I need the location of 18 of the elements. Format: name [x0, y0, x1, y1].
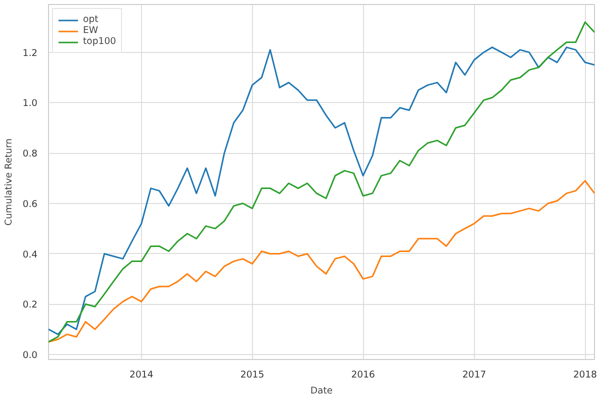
y-tick-label: 0.6	[22, 198, 38, 210]
x-tick-label: 2015	[240, 370, 264, 380]
y-tick-label: 0.2	[22, 300, 38, 311]
y-tick-label: 0.8	[22, 148, 38, 160]
y-tick-label: 0.0	[22, 350, 38, 361]
x-axis-title: Date	[310, 386, 333, 396]
x-tick-label: 2017	[462, 370, 486, 380]
y-axis-title: Cumulative Return	[4, 138, 15, 226]
y-tick-label: 0.4	[22, 249, 38, 260]
line-series	[48, 180, 594, 343]
x-tick-label: 2014	[130, 370, 154, 380]
x-tick-label: 2016	[351, 370, 376, 380]
y-tick-label: 1.0	[22, 98, 38, 110]
y-tick-label: 1.2	[22, 48, 38, 59]
x-tick-label: 2018	[573, 370, 598, 380]
legend-label: opt	[83, 14, 100, 25]
legend-label: EW	[83, 25, 100, 36]
legend-label: top100	[83, 36, 116, 47]
